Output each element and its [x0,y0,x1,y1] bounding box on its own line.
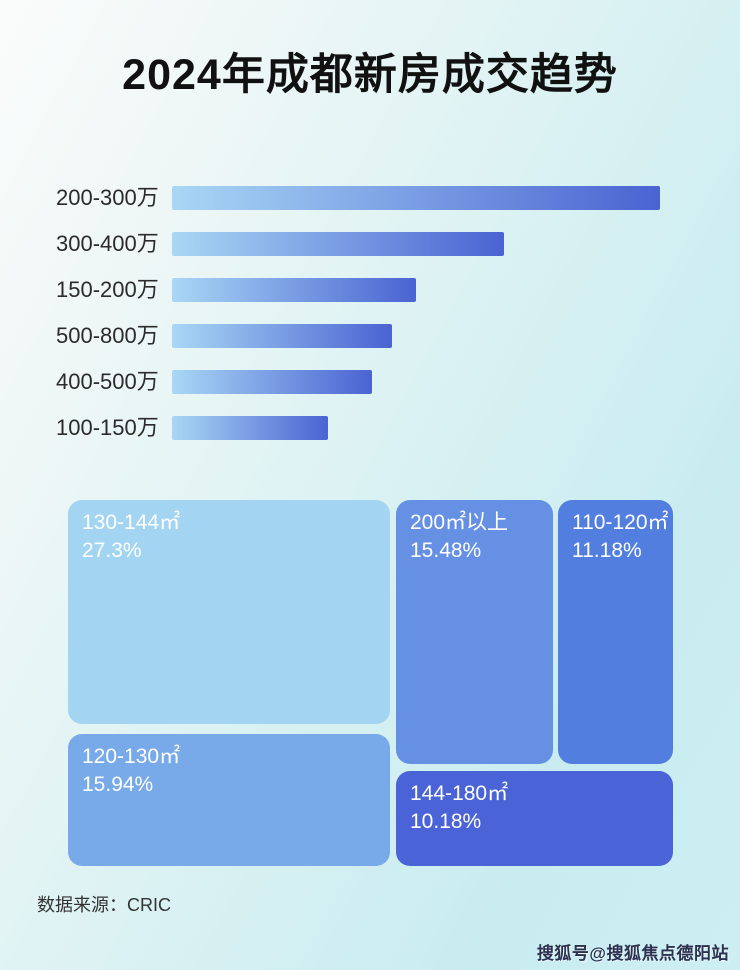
page-title: 2024年成都新房成交趋势 [122,51,618,99]
treemap-block-label: 130-144㎡ [82,511,181,534]
bar-row: 200-300万 [56,186,696,210]
bar-track [172,416,660,440]
bar-track [172,370,660,394]
treemap-block-percent: 15.48% [410,539,482,563]
bar-track [172,278,660,302]
bar-fill [172,186,660,210]
price-band-bar-chart: 200-300万 300-400万 150-200万 500-800万 400-… [56,186,696,462]
area-share-treemap: 130-144㎡ 27.3% 120-130㎡ 15.94% 200㎡以上 15… [68,500,673,866]
bar-track [172,186,660,210]
watermark-text: 搜狐号@搜狐焦点德阳站 [536,944,729,963]
bar-row: 500-800万 [56,324,696,348]
bar-row: 400-500万 [56,370,696,394]
bar-label: 500-800万 [56,323,159,348]
bar-fill [172,370,373,394]
treemap-block-label: 144-180㎡ [410,782,509,805]
treemap-block-percent: 15.94% [82,773,154,797]
treemap-block-120-130: 120-130㎡ 15.94% [68,734,390,866]
treemap-block-label: 120-130㎡ [82,745,181,768]
bar-fill [172,416,329,440]
bar-label: 200-300万 [56,185,159,210]
bar-fill [172,232,504,256]
treemap-block-label: 110-120㎡ [572,511,669,534]
bar-row: 100-150万 [56,416,696,440]
treemap-block-144-180: 144-180㎡ 10.18% [396,771,673,866]
bar-label: 100-150万 [56,415,159,440]
bar-row: 300-400万 [56,232,696,256]
treemap-block-200-plus: 200㎡以上 15.48% [396,500,553,764]
bar-row: 150-200万 [56,278,696,302]
treemap-block-label: 200㎡以上 [410,511,509,534]
treemap-block-percent: 27.3% [82,539,142,563]
treemap-block-110-120: 110-120㎡ 11.18% [558,500,673,764]
treemap-block-percent: 11.18% [572,539,642,563]
treemap-block-percent: 10.18% [410,810,482,834]
bar-track [172,232,660,256]
bar-track [172,324,660,348]
bar-fill [172,278,416,302]
treemap-block-130-144: 130-144㎡ 27.3% [68,500,390,724]
bar-label: 300-400万 [56,231,159,256]
bar-fill [172,324,392,348]
bar-label: 400-500万 [56,369,159,394]
bar-label: 150-200万 [56,277,159,302]
data-source-label: 数据来源：CRIC [37,895,171,915]
